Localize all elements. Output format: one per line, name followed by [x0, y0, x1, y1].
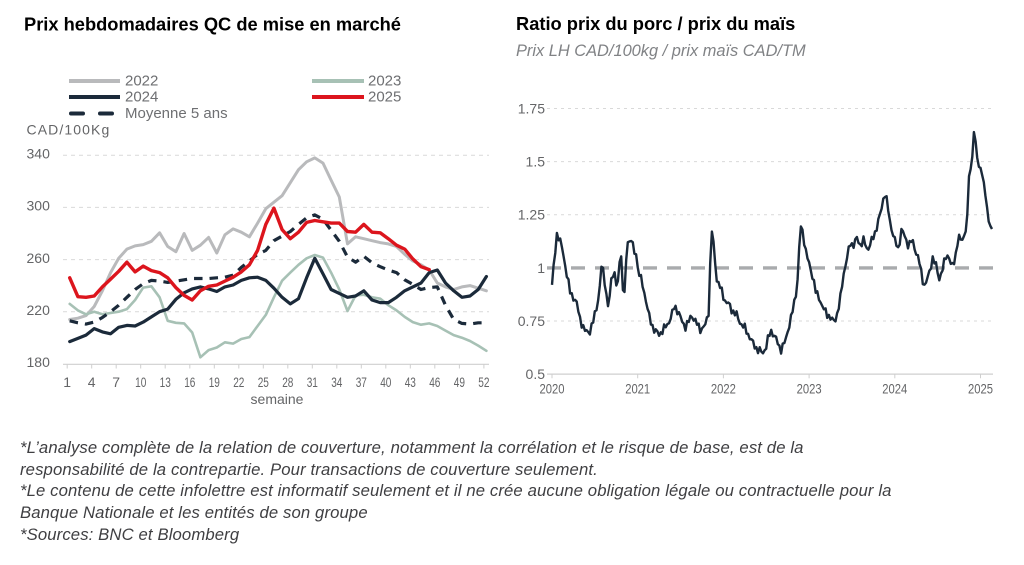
svg-text:46: 46	[429, 374, 440, 390]
svg-text:28: 28	[282, 374, 293, 390]
svg-text:2020: 2020	[540, 381, 565, 397]
svg-text:2022: 2022	[125, 73, 158, 90]
svg-text:1.5: 1.5	[526, 154, 546, 170]
svg-text:25: 25	[258, 374, 269, 390]
svg-text:Prix LH CAD/100kg / prix maïs: Prix LH CAD/100kg / prix maïs CAD/TM	[516, 42, 806, 60]
svg-text:180: 180	[27, 354, 51, 370]
svg-text:1.75: 1.75	[518, 101, 545, 117]
svg-text:340: 340	[27, 146, 51, 162]
svg-text:2025: 2025	[368, 89, 401, 106]
svg-text:2024: 2024	[882, 381, 907, 397]
svg-text:Moyenne 5 ans: Moyenne 5 ans	[125, 105, 228, 122]
svg-text:4: 4	[88, 374, 96, 390]
svg-text:Prix hebdomadaires QC de mise: Prix hebdomadaires QC de mise en marché	[24, 14, 401, 35]
svg-text:2023: 2023	[368, 73, 401, 90]
svg-text:260: 260	[27, 250, 51, 266]
svg-text:19: 19	[209, 374, 220, 390]
svg-text:10: 10	[135, 374, 146, 390]
svg-text:2024: 2024	[125, 89, 158, 106]
svg-text:52: 52	[478, 374, 489, 390]
svg-text:0.75: 0.75	[518, 313, 545, 329]
svg-text:49: 49	[454, 374, 465, 390]
svg-text:0.5: 0.5	[526, 366, 546, 382]
svg-text:1: 1	[63, 374, 71, 390]
svg-text:semaine: semaine	[251, 391, 304, 407]
svg-text:2025: 2025	[968, 381, 993, 397]
svg-text:43: 43	[405, 374, 416, 390]
svg-text:1.25: 1.25	[518, 207, 545, 223]
svg-text:2022: 2022	[711, 381, 736, 397]
svg-text:1: 1	[537, 260, 545, 276]
svg-text:220: 220	[27, 302, 51, 318]
svg-text:13: 13	[160, 374, 171, 390]
svg-text:2023: 2023	[797, 381, 822, 397]
svg-text:34: 34	[331, 374, 342, 390]
svg-text:2021: 2021	[625, 381, 650, 397]
svg-text:CAD/100Kg: CAD/100Kg	[27, 122, 111, 138]
svg-text:37: 37	[356, 374, 367, 390]
svg-text:300: 300	[27, 198, 51, 214]
svg-text:16: 16	[184, 374, 195, 390]
svg-text:Ratio prix du porc / prix du m: Ratio prix du porc / prix du maïs	[516, 13, 795, 34]
svg-text:31: 31	[307, 374, 318, 390]
svg-text:40: 40	[380, 374, 391, 390]
svg-text:22: 22	[233, 374, 244, 390]
svg-text:7: 7	[112, 374, 120, 390]
